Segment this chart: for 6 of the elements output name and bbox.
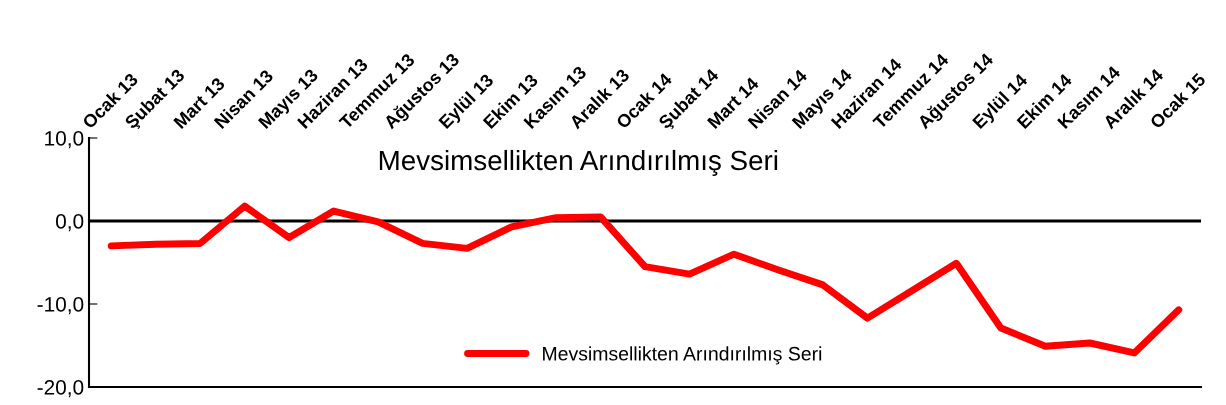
chart-title: Mevsimsellikten Arındırılmış Seri [379, 149, 778, 176]
y-tick-label: -20,0 [37, 380, 84, 398]
y-tick-label: 10,0 [45, 131, 84, 149]
y-tick-label: 0,0 [55, 214, 84, 232]
y-tick-label: -10,0 [37, 297, 84, 315]
legend-label: Mevsimsellikten Arındırılmış Seri [543, 346, 822, 365]
